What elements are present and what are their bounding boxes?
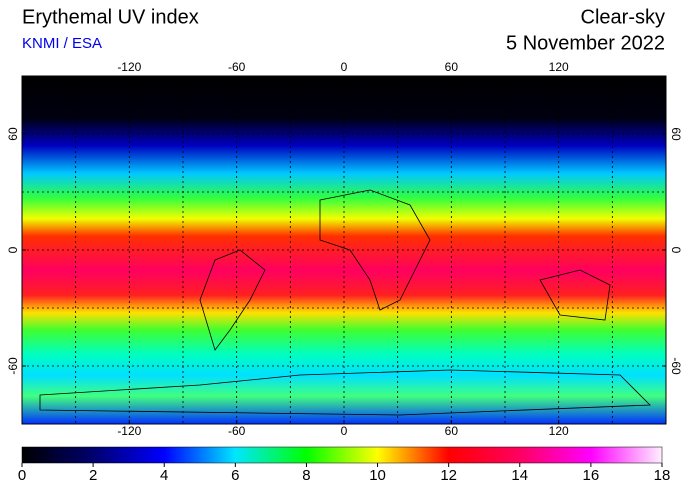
- colorbar: [21, 446, 663, 464]
- lon-tick-label: -120: [117, 424, 141, 438]
- colorbar-tick-label: 14: [511, 467, 528, 484]
- colorbar-tick-label: 8: [302, 467, 310, 484]
- africa: [319, 189, 431, 311]
- colorbar-tick-label: 16: [583, 467, 600, 484]
- title: Erythemal UV index: [22, 6, 199, 28]
- colorbar-tick-label: 6: [231, 467, 239, 484]
- lon-tick-label: 0: [341, 424, 348, 438]
- lon-tick-label: 0: [341, 60, 348, 74]
- lon-tick-label: -60: [228, 424, 246, 438]
- lat-tick-label: -60: [669, 357, 683, 375]
- colorbar-tick-label: 2: [89, 467, 97, 484]
- lat-tick-label: 0: [669, 247, 683, 254]
- lat-tick-label: 60: [669, 127, 683, 141]
- source: KNMI / ESA: [22, 35, 102, 52]
- date: 5 November 2022: [506, 32, 665, 54]
- south-america: [199, 249, 266, 351]
- lat-tick-label: -60: [6, 357, 20, 375]
- lon-tick-label: 120: [549, 424, 569, 438]
- antarctica: [39, 369, 651, 416]
- mode: Clear-sky: [581, 6, 665, 28]
- lat-tick-label: 60: [6, 127, 20, 141]
- lon-tick-label: 60: [445, 424, 459, 438]
- colorbar-tick-label: 0: [18, 467, 26, 484]
- lon-tick-label: -120: [117, 60, 141, 74]
- colorbar-tick-label: 18: [654, 467, 671, 484]
- lon-tick-label: 120: [549, 60, 569, 74]
- colorbar-tick-label: 10: [369, 467, 386, 484]
- australia: [539, 269, 611, 321]
- lon-tick-label: -60: [228, 60, 246, 74]
- lat-tick-label: 0: [6, 246, 20, 253]
- lon-tick-label: 60: [445, 60, 459, 74]
- colorbar-tick-label: 4: [160, 467, 168, 484]
- colorbar-tick-label: 12: [440, 467, 457, 484]
- coastlines: [39, 189, 651, 416]
